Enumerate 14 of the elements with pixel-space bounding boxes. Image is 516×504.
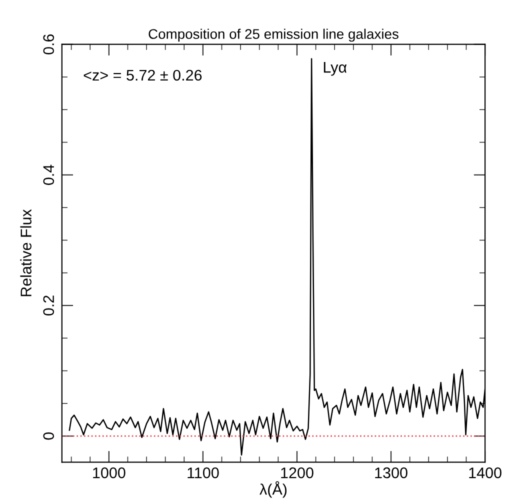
x-tick-label: 1200 bbox=[281, 467, 314, 478]
y-tick-label: 0.2 bbox=[43, 296, 54, 316]
x-tick-label: 1100 bbox=[188, 467, 219, 478]
annotation: Lyα bbox=[324, 62, 347, 76]
x-tick-label: 1400 bbox=[469, 467, 502, 478]
annotation: <z> = 5.72 ± 0.26 bbox=[84, 70, 202, 81]
y-axis-title: Relative Flux bbox=[20, 209, 32, 296]
y-tick-label: 0.4 bbox=[43, 164, 54, 185]
y-tick-label: 0 bbox=[43, 432, 54, 440]
y-tick-label: 0.6 bbox=[43, 34, 54, 54]
x-tick-label: 1300 bbox=[375, 467, 408, 478]
x-tick-label: 1000 bbox=[93, 467, 126, 478]
x-axis-title: λ(Å) bbox=[260, 481, 287, 498]
chart-title: Composition of 25 emission line galaxies bbox=[148, 28, 398, 42]
